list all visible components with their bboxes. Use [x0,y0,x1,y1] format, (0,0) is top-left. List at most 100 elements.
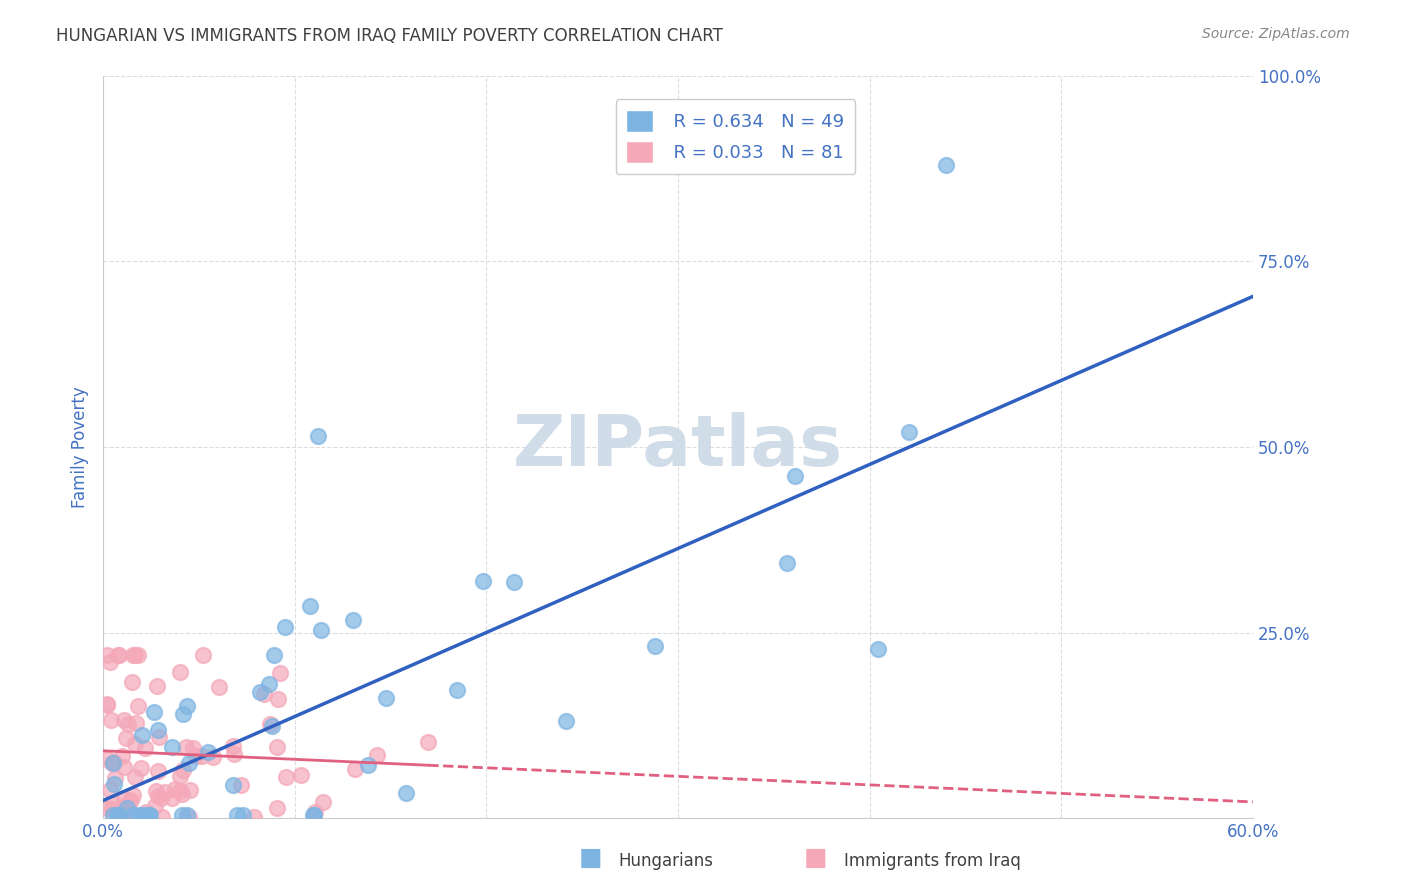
Point [122,807,145,822]
Point [155,785,177,799]
Point [103,777,125,791]
Point [112,800,135,814]
Point [100,713,122,727]
Point [174,740,197,755]
Point [375,691,398,706]
Point [112,713,135,727]
Point [103,755,125,769]
Point [290,768,312,782]
Point [259,717,281,731]
Point [243,810,266,824]
Point [868,642,890,657]
Text: ■: ■ [804,846,827,870]
Point [177,810,200,824]
Point [446,683,468,698]
Point [96,698,118,712]
Point [172,706,194,721]
Text: ■: ■ [579,846,602,870]
Point [138,807,160,822]
Point [231,778,253,792]
Point [111,748,134,763]
Point [222,747,245,761]
Point [150,810,173,824]
Point [179,782,201,797]
Point [785,468,807,483]
Point [172,763,194,777]
Point [172,807,194,822]
Point [309,624,332,638]
Point [266,801,288,815]
Point [146,764,169,779]
Point [101,756,124,770]
Point [146,723,169,738]
Point [169,769,191,783]
Point [257,677,280,691]
Point [165,781,187,796]
Point [118,795,141,809]
Point [131,807,153,822]
Point [222,739,245,754]
Point [298,599,321,614]
Point [253,687,276,701]
Point [266,739,288,754]
Point [143,705,166,719]
Point [114,805,136,820]
Point [160,740,183,755]
Point [138,807,160,822]
Point [145,679,167,693]
Point [160,790,183,805]
Point [122,788,145,802]
Point [302,807,325,822]
Point [357,758,380,772]
Point [170,787,193,801]
Point [101,756,124,770]
Point [222,778,245,792]
Point [342,613,364,627]
Point [197,745,219,759]
Point [124,770,146,784]
Point [115,731,138,746]
Point [249,685,271,699]
Point [100,655,122,669]
Point [127,698,149,713]
Point [503,575,526,590]
Y-axis label: Family Poverty: Family Poverty [72,386,89,508]
Point [111,810,134,824]
Point [149,790,172,805]
Text: Source: ZipAtlas.com: Source: ZipAtlas.com [1202,27,1350,41]
Point [395,786,418,800]
Point [120,793,142,807]
Text: Hungarians: Hungarians [619,852,714,870]
Point [260,719,283,733]
Point [232,807,254,822]
Point [554,714,576,728]
Point [176,699,198,714]
Point [96,801,118,815]
Text: Immigrants from Iraq: Immigrants from Iraq [844,852,1021,870]
Point [143,798,166,813]
Point [101,802,124,816]
Point [107,648,129,662]
Point [343,762,366,776]
Point [125,716,148,731]
Point [202,749,225,764]
Point [135,807,157,822]
Point [472,574,495,588]
Point [269,666,291,681]
Point [186,749,208,764]
Point [169,784,191,798]
Point [124,738,146,752]
Point [96,698,118,713]
Point [266,691,288,706]
Point [121,675,143,690]
Point [146,789,169,803]
Point [115,801,138,815]
Point [644,639,666,653]
Point [96,648,118,662]
Point [307,429,329,443]
Point [127,807,149,822]
Point [304,805,326,820]
Point [274,620,297,634]
Point [276,770,298,784]
Point [124,648,146,662]
